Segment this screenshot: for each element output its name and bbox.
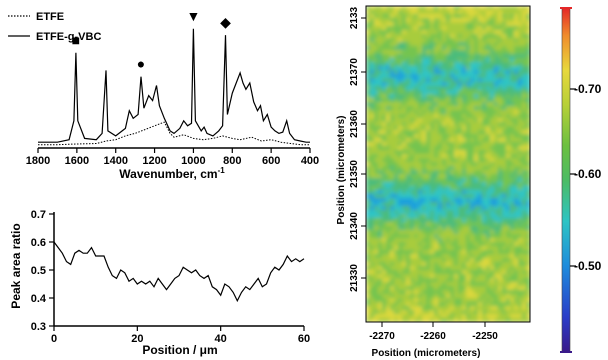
map-y-axis-label: Position (micrometers) [336, 116, 347, 225]
map-frame [365, 5, 531, 323]
spectrum-x-tick-label: 400 [301, 155, 319, 167]
spectrum-peak-marker: ◆ [220, 14, 231, 30]
ratio-y-tick-label: 0.6 [31, 237, 46, 249]
spectrum-lines [38, 28, 310, 146]
spectrum-peak-markers: ■ ● ▼ ◆ [72, 8, 231, 72]
colorbar-tick-label: -0.60 [574, 167, 602, 181]
map-y-tick-label: 21370 [349, 58, 360, 86]
ratio-series-line [53, 241, 305, 303]
ratio-y-tick-label: 0.4 [31, 293, 47, 305]
spectrum-x-tick-label: 600 [262, 155, 280, 167]
spectrum-x-tick-label: 1000 [181, 155, 205, 167]
ratio-y-tick-label: 0.7 [31, 209, 46, 221]
spectrum-series-etfe-g-vbc [38, 28, 310, 143]
map-y-tick-label: 21360 [349, 110, 360, 138]
map-x-tick-label: -2270 [369, 331, 395, 342]
raman-map: -2270 -2260 -2250 2133 21370 21360 21350 21340 2… [336, 5, 531, 359]
peak-ratio-chart: 0 20 40 60 0.3 0.4 0.5 0.6 0.7 Position / μm Pea… [9, 209, 310, 357]
colorbar-tick-label: -0.50 [574, 259, 602, 273]
map-y-tick-label: 21350 [349, 160, 360, 188]
map-x-axis-label: Position (micrometers) [372, 348, 481, 359]
spectrum-x-tick-label: 800 [223, 155, 241, 167]
spectrum-x-ticks: 1800 1600 1400 1200 1000 800 600 400 [26, 148, 319, 167]
ratio-ticks: 0 20 40 60 0.3 0.4 0.5 0.6 0.7 [31, 209, 310, 345]
colorbar-tick-label: -0.70 [574, 82, 602, 96]
ratio-x-axis-label: Position / μm [142, 343, 217, 357]
ratio-x-tick-label: 0 [51, 333, 57, 345]
ratio-y-tick-label: 0.3 [31, 321, 46, 333]
ratio-x-tick-label: 40 [215, 333, 227, 345]
colorbar: -0.70 -0.60 -0.50 [560, 7, 602, 353]
ratio-x-tick-label: 60 [298, 333, 310, 345]
colorbar-strip [561, 7, 571, 353]
spectrum-x-tick-label: 1400 [103, 155, 127, 167]
legend-label-etfe: ETFE [36, 11, 64, 23]
ratio-y-axis-label: Peak area ratio [9, 223, 23, 308]
spectrum-x-tick-label: 1800 [26, 155, 50, 167]
map-y-tick-label: 21330 [349, 264, 360, 292]
map-x-tick-label: -2260 [420, 331, 446, 342]
spectrum-chart: 1800 1600 1400 1200 1000 800 600 400 Wavenumber… [8, 8, 319, 181]
colorbar-ticks: -0.70 -0.60 -0.50 [560, 7, 602, 353]
spectrum-x-tick-label: 1600 [65, 155, 89, 167]
map-x-tick-label: -2250 [472, 331, 498, 342]
map-ticks: -2270 -2260 -2250 2133 21370 21360 21350 21340 2… [349, 6, 498, 342]
ratio-y-tick-label: 0.5 [31, 265, 46, 277]
spectrum-peak-marker: ■ [72, 32, 80, 48]
map-y-tick-label: 2133 [349, 6, 360, 29]
spectrum-peak-marker: ● [137, 56, 145, 72]
spectrum-x-tick-label: 1200 [142, 155, 166, 167]
legend-label-etfe-g-vbc: ETFE-g-VBC [36, 31, 101, 43]
spectrum-x-axis-label: Wavenumber, cm-1 [119, 166, 225, 181]
spectrum-peak-marker: ▼ [186, 8, 200, 24]
raman-map-cells [366, 6, 530, 322]
ratio-x-tick-label: 20 [131, 333, 143, 345]
map-y-tick-label: 21340 [349, 212, 360, 240]
